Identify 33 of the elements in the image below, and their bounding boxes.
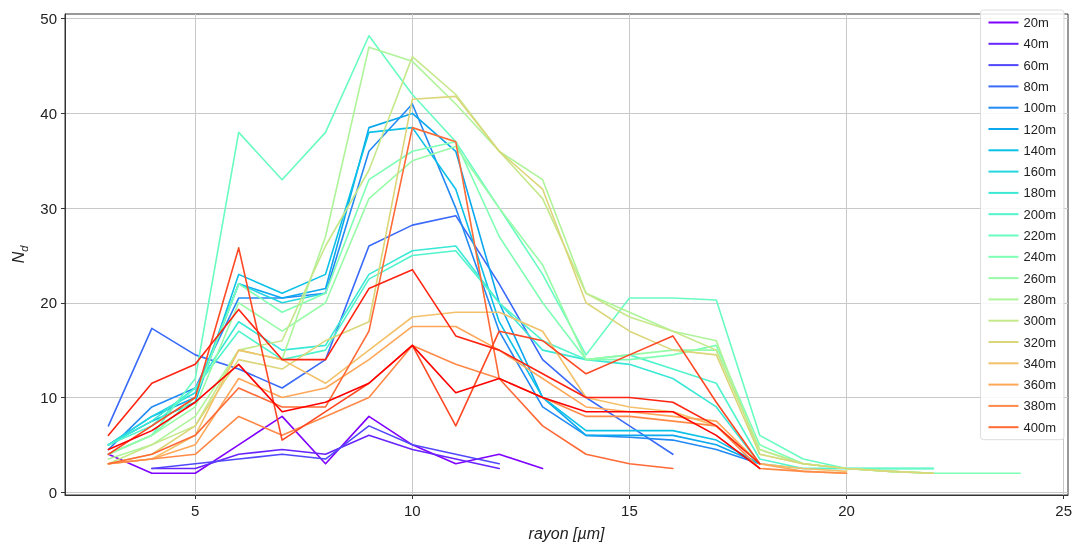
legend-label: 140m	[1023, 142, 1057, 158]
x-axis-title: rayon [µm]	[528, 524, 606, 542]
legend-label: 340m	[1023, 355, 1057, 371]
x-tick-label: 10	[404, 502, 421, 519]
legend-label: 160m	[1023, 164, 1057, 180]
legend-label: 320m	[1023, 334, 1057, 350]
legend-label: 40m	[1023, 36, 1049, 52]
legend-label: 80m	[1023, 78, 1049, 94]
x-tick-label: 25	[1055, 502, 1072, 519]
x-tick-label: 15	[621, 502, 638, 519]
legend-label: 400m	[1023, 419, 1057, 435]
y-tick-label: 40	[40, 104, 57, 122]
legend-label: 20m	[1023, 15, 1049, 30]
legend-label: 380m	[1023, 398, 1057, 414]
y-tick-label: 30	[40, 199, 57, 217]
x-tick-label: 5	[191, 502, 200, 519]
legend-label: 280m	[1023, 291, 1057, 307]
y-tick-label: 50	[40, 10, 57, 28]
legend-label: 200m	[1023, 206, 1057, 222]
legend-label: 180m	[1023, 185, 1057, 201]
y-tick-label: 0	[48, 483, 57, 501]
legend-label: 260m	[1023, 270, 1057, 286]
legend-label: 240m	[1023, 249, 1057, 265]
legend-label: 100m	[1023, 100, 1057, 116]
y-tick-label: 10	[40, 388, 57, 406]
legend-label: 300m	[1023, 313, 1057, 329]
legend-label: 120m	[1023, 121, 1057, 137]
x-tick-label: 20	[838, 502, 855, 519]
y-axis-title: Nd	[10, 244, 30, 264]
legend-label: 220m	[1023, 228, 1057, 243]
legend-label: 60m	[1023, 57, 1049, 73]
y-tick-label: 20	[40, 294, 57, 312]
legend-label: 360m	[1023, 377, 1057, 393]
